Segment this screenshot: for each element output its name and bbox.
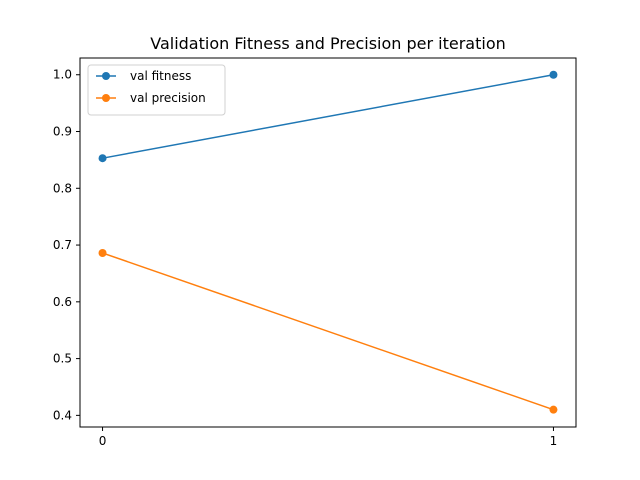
legend: val fitness val precision xyxy=(87,64,226,116)
series-line-val-precision xyxy=(102,252,554,411)
data-point-val-fitness xyxy=(98,154,107,163)
data-point-val-fitness xyxy=(549,70,558,79)
y-tick-label: 0.5 xyxy=(53,352,72,366)
y-tick-label: 0.8 xyxy=(53,181,72,195)
data-point-val-precision xyxy=(549,405,558,414)
x-tick-label: 1 xyxy=(550,434,558,448)
y-axis: 0.4 0.5 0.6 0.7 0.8 0.9 1.0 xyxy=(53,68,80,422)
series-line-val-fitness xyxy=(102,74,554,159)
chart-title: Validation Fitness and Precision per ite… xyxy=(150,34,506,53)
y-tick-label: 0.9 xyxy=(53,125,72,139)
y-tick-label: 0.4 xyxy=(53,408,72,422)
legend-swatch-marker xyxy=(102,94,110,102)
legend-label: val fitness xyxy=(130,69,191,83)
y-tick-label: 0.7 xyxy=(53,238,72,252)
legend-swatch-marker xyxy=(102,72,110,80)
y-tick-label: 0.6 xyxy=(53,295,72,309)
plot-area-frame xyxy=(79,57,577,428)
plot-series xyxy=(98,70,558,414)
legend-item-val-precision: val precision xyxy=(96,91,206,105)
y-tick-label: 1.0 xyxy=(53,68,72,82)
series-val-precision xyxy=(98,249,558,414)
series-val-fitness xyxy=(98,70,558,163)
data-point-val-precision xyxy=(98,249,107,258)
legend-frame xyxy=(87,64,226,116)
legend-item-val-fitness: val fitness xyxy=(96,69,191,83)
legend-label: val precision xyxy=(130,91,206,105)
x-tick-label: 0 xyxy=(99,434,107,448)
